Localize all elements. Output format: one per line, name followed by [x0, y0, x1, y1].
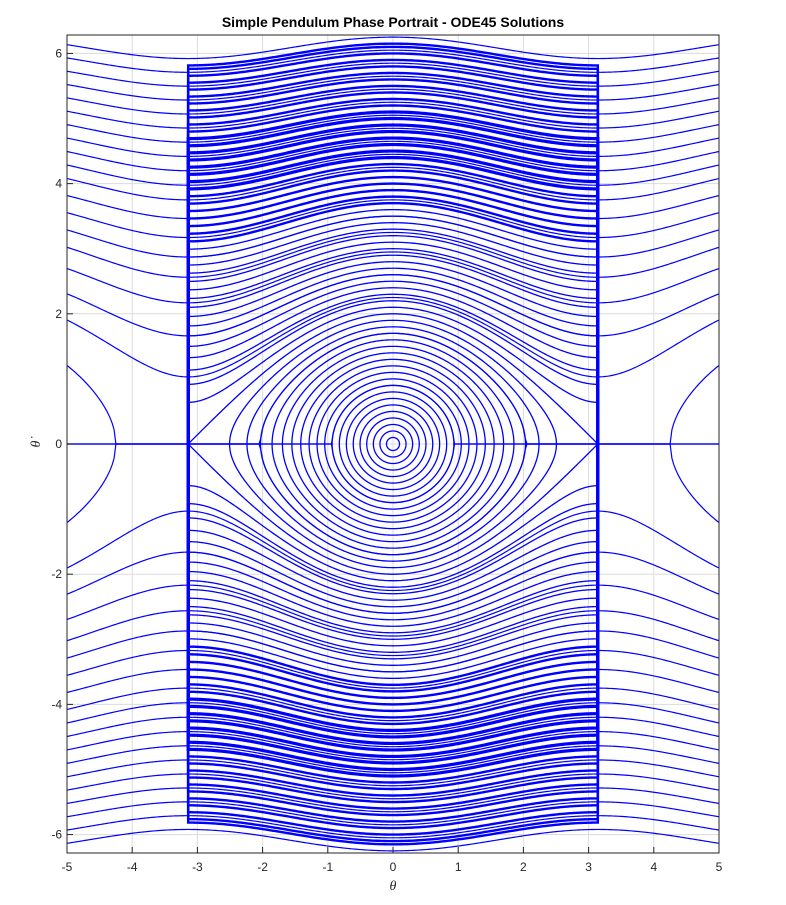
y-tick-label: 2	[55, 307, 62, 321]
rotation-orbit-lower	[67, 801, 719, 826]
rotation-orbit-lower	[67, 551, 719, 614]
libration-orbit	[366, 417, 420, 471]
y-tick-label: -2	[51, 567, 62, 581]
rotation-orbit-lower	[67, 610, 719, 657]
rotation-orbit-upper	[67, 75, 719, 101]
rotation-orbit-upper	[67, 140, 719, 172]
rotation-orbit-lower	[67, 745, 719, 774]
chart-title: Simple Pendulum Phase Portrait - ODE45 S…	[222, 14, 565, 30]
rotation-orbit-upper	[67, 101, 719, 129]
x-tick-label: 0	[390, 860, 397, 874]
rotation-orbit-upper	[67, 274, 719, 337]
rotation-orbit-upper	[67, 231, 719, 278]
rotation-orbit-upper	[67, 127, 719, 157]
x-tick-label: 5	[716, 860, 723, 874]
y-axis-label: θ̇	[29, 437, 44, 448]
rotation-orbit-lower	[67, 510, 719, 592]
x-tick-label: -2	[257, 860, 268, 874]
rotation-orbit-upper	[67, 215, 719, 258]
rotation-orbit-upper	[67, 62, 719, 87]
x-tick-label: -4	[127, 860, 138, 874]
rotation-orbit-upper	[67, 183, 719, 220]
x-tick-label: 1	[455, 860, 462, 874]
rotation-orbit-lower	[67, 668, 719, 705]
libration-orbit	[372, 423, 414, 465]
libration-orbit	[345, 397, 441, 491]
rotation-orbit-lower	[67, 443, 719, 556]
x-tick-label: -5	[62, 860, 73, 874]
libration-orbit	[379, 430, 407, 458]
y-tick-label: 6	[55, 46, 62, 60]
rotation-orbit-upper	[67, 296, 719, 378]
x-tick-label: 3	[585, 860, 592, 874]
x-tick-label: -3	[192, 860, 203, 874]
rotation-orbit-lower	[67, 731, 719, 761]
libration-orbit	[352, 404, 434, 484]
x-tick-label: -1	[322, 860, 333, 874]
rotation-orbit-upper	[67, 36, 719, 60]
rotation-orbit-lower	[67, 687, 719, 722]
libration-orbit	[359, 410, 427, 478]
rotation-orbit-upper	[67, 166, 719, 201]
y-tick-label: -4	[51, 697, 62, 711]
x-tick-label: 4	[650, 860, 657, 874]
y-tick-label: 0	[55, 437, 62, 451]
tick-labels: -5 -4 -3 -2 -1 0 1 2 3 4 5 -6 -4 -2 0 2 4 6	[51, 46, 722, 874]
libration-orbit	[385, 436, 401, 452]
rotation-orbit-upper	[67, 251, 719, 304]
rotation-orbit-lower	[67, 787, 719, 813]
rotation-orbit-upper	[67, 114, 719, 143]
rotation-orbit-upper	[67, 49, 719, 73]
x-axis-label: θ	[390, 879, 397, 894]
rotation-orbit-lower	[67, 649, 719, 689]
rotation-orbit-lower	[67, 716, 719, 748]
libration-orbit	[338, 391, 448, 497]
libration-orbit	[186, 42, 600, 846]
rotation-orbit-lower	[67, 584, 719, 637]
rotation-orbit-lower	[67, 702, 719, 735]
rotation-orbit-lower	[67, 773, 719, 800]
x-tick-label: 2	[520, 860, 527, 874]
y-tick-label: 4	[55, 177, 62, 191]
rotation-orbit-upper	[67, 199, 719, 239]
rotation-orbit-lower	[67, 815, 719, 839]
rotation-orbit-upper	[67, 88, 719, 115]
rotation-orbit-upper	[67, 153, 719, 186]
y-tick-label: -6	[51, 828, 62, 842]
rotation-orbit-lower	[67, 759, 719, 787]
trajectory-layer	[67, 36, 719, 852]
rotation-orbit-lower	[67, 630, 719, 673]
